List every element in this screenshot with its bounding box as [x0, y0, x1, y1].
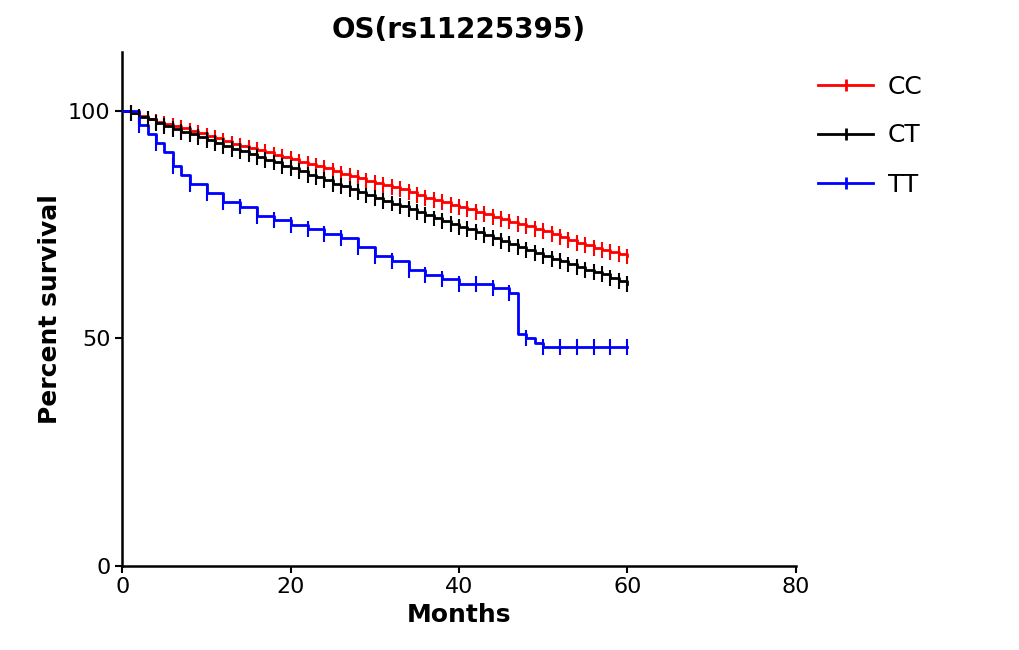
Title: OS(rs11225395): OS(rs11225395)	[331, 16, 586, 44]
X-axis label: Months: Months	[407, 603, 511, 627]
Y-axis label: Percent survival: Percent survival	[39, 194, 62, 424]
Legend: CC, CT, TT: CC, CT, TT	[807, 64, 932, 207]
